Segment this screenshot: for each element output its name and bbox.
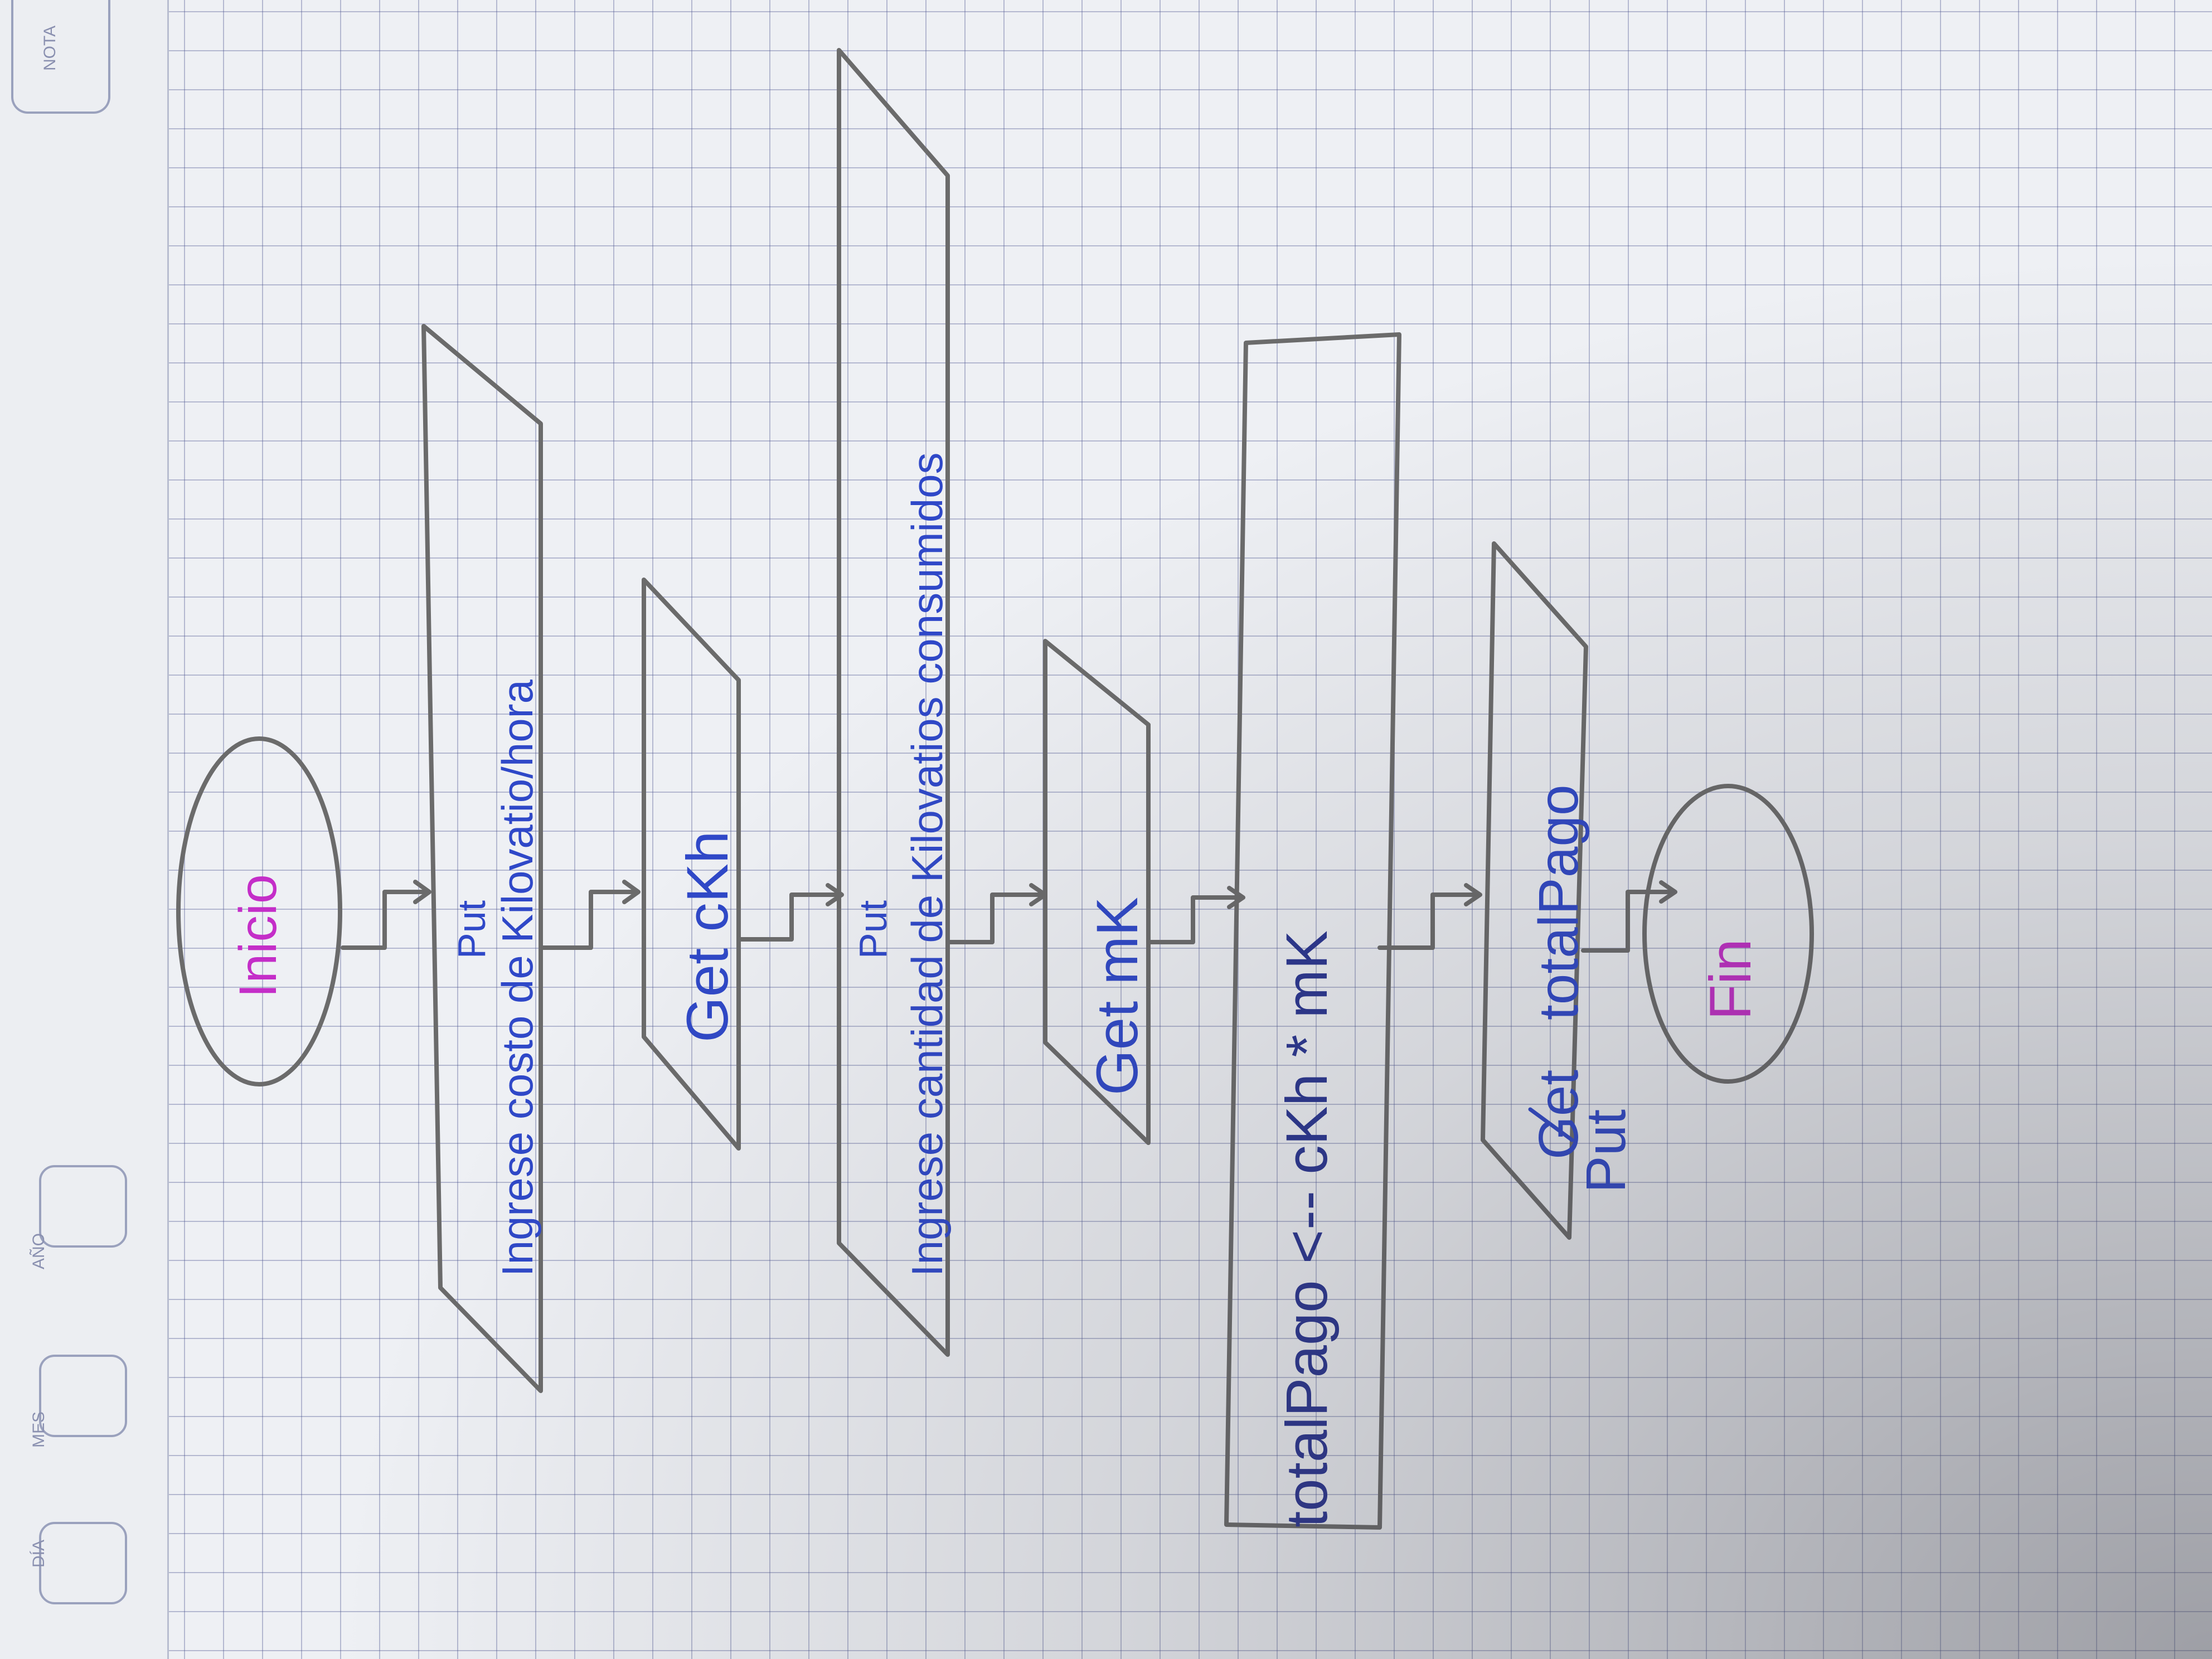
output-label: totalPago [1527,784,1590,1020]
output-shape [1481,541,1588,1240]
connector [945,892,1045,944]
arrow-head [622,880,641,904]
input-shape-4 [1043,639,1151,1145]
connector [341,890,429,950]
day-box [39,1522,127,1604]
strikethrough-mark [1528,1107,1574,1142]
step3-label: Ingrese cantidad de Kilovatios consumido… [903,452,952,1277]
arrow-head [1227,886,1245,909]
end-oval [1642,784,1814,1084]
date-margin: DÍA MES AÑO NOTA [0,0,169,1659]
output-keyword: Put [1575,1109,1637,1193]
input-shape-3 [837,48,950,1357]
arrow-head [1659,880,1677,904]
connector [1146,895,1243,944]
arrow-head [1464,883,1482,906]
step1-keyword: Put [450,900,493,959]
year-box [39,1165,127,1248]
connector [1581,890,1675,953]
process-label: totalPago <-- cKh * mK [1274,930,1340,1527]
month-box [39,1355,127,1437]
connector [736,892,841,942]
process-box [1224,332,1401,1530]
start-label: Inicio [229,874,288,998]
start-oval [176,736,342,1086]
input-shape-2 [642,578,741,1151]
grade-box [11,0,110,114]
step2-label: Get cKh [675,831,740,1042]
step3-keyword: Put [851,900,895,959]
input-shape-1 [421,324,543,1393]
arrow-head [413,880,431,904]
connector [539,890,638,950]
step1-label: Ingrese costo de Kilovatio/hora [493,679,542,1277]
step4-label: Get mK [1085,897,1150,1095]
connector [1377,892,1479,950]
end-label: Fin [1698,939,1763,1020]
arrow-head [826,883,844,906]
